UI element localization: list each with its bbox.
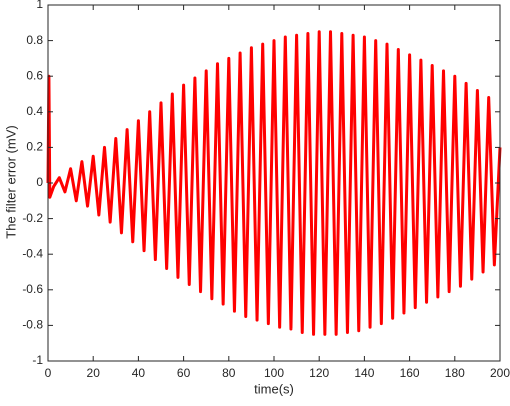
y-axis-label: The filter error (mV) [3, 125, 18, 238]
x-tick-label: 100 [264, 366, 284, 380]
x-tick-label: 20 [87, 366, 101, 380]
x-tick-label: 40 [132, 366, 146, 380]
y-tick-label: 0.8 [26, 33, 43, 47]
x-tick-label: 120 [309, 366, 329, 380]
y-tick-label: 0.2 [26, 140, 43, 154]
y-tick-label: -0.2 [22, 211, 43, 225]
y-tick-label: 0 [36, 175, 43, 189]
data-line [46, 30, 502, 336]
y-tick-label: 0.6 [26, 68, 43, 82]
x-tick-label: 140 [354, 366, 374, 380]
x-tick-label: 200 [490, 366, 510, 380]
y-tick-label: -1 [32, 353, 43, 367]
y-tick-label: -0.6 [22, 282, 43, 296]
y-tick-label: -0.8 [22, 318, 43, 332]
x-tick-label: 0 [45, 366, 52, 380]
x-tick-label: 80 [222, 366, 236, 380]
x-axis-label: time(s) [254, 381, 294, 396]
x-tick-label: 180 [445, 366, 465, 380]
y-tick-label: 1 [36, 0, 43, 11]
x-tick-label: 60 [177, 366, 191, 380]
y-tick-label: 0.4 [26, 104, 43, 118]
y-tick-label: -0.4 [22, 246, 43, 260]
x-tick-label: 160 [400, 366, 420, 380]
